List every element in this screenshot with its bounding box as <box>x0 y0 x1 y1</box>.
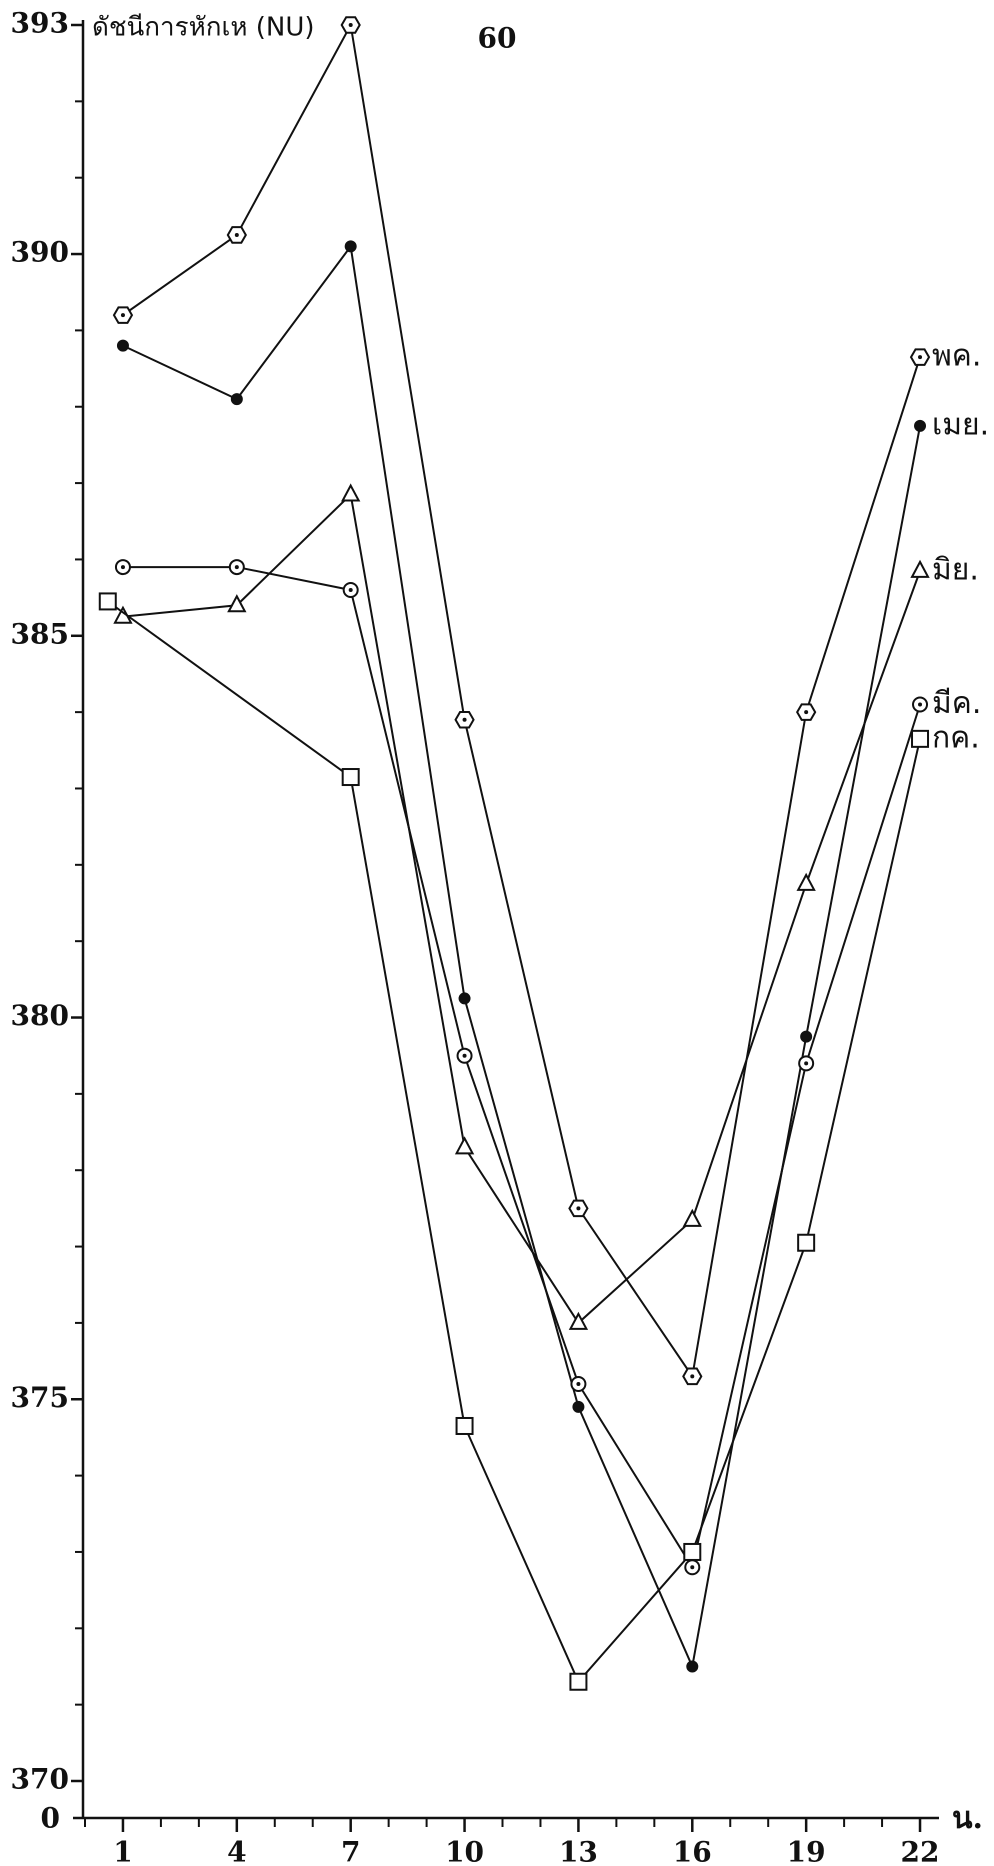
series-line <box>122 243 922 1670</box>
point <box>98 592 117 611</box>
series-label: พค. <box>932 339 981 374</box>
point-center <box>918 702 923 707</box>
y-tick-label: 393 <box>11 7 69 40</box>
point-center <box>120 565 125 570</box>
point <box>800 1030 813 1043</box>
y-tick-label: 370 <box>11 1763 69 1796</box>
x-tick-label: 22 <box>901 1836 940 1866</box>
point <box>344 240 357 253</box>
series-line <box>122 492 921 1325</box>
x-tick-label: 16 <box>673 1836 712 1866</box>
y-tick-label: 380 <box>11 999 69 1032</box>
point <box>454 1136 475 1155</box>
series-label: มิย. <box>932 552 979 587</box>
x-tick-label: 4 <box>227 1836 246 1866</box>
series-label: มีค. <box>932 686 981 721</box>
point-center <box>690 1565 695 1570</box>
series-label: กค. <box>932 720 980 755</box>
point <box>341 483 361 502</box>
point <box>230 393 243 406</box>
x-tick-label: 13 <box>559 1836 598 1866</box>
point-center <box>234 565 239 570</box>
point <box>796 872 816 891</box>
x-tick-label: 10 <box>445 1836 484 1866</box>
series-label: เมย. <box>932 407 989 442</box>
point <box>569 1672 588 1691</box>
chart-title: 60 <box>478 22 517 55</box>
point-center <box>348 587 353 592</box>
point-center <box>804 1061 809 1066</box>
point-center <box>348 23 353 27</box>
y-origin-label: 0 <box>41 1802 60 1835</box>
y-tick-label: 375 <box>11 1381 69 1414</box>
y-axis-label: ดัชนีการหักเห (NU) <box>92 13 315 43</box>
point <box>227 594 247 613</box>
point-center <box>804 710 809 715</box>
point <box>797 1233 816 1252</box>
point-center <box>576 1206 581 1211</box>
point <box>910 559 930 578</box>
x-tick-label: 19 <box>787 1836 826 1866</box>
x-tick-label: 1 <box>113 1836 132 1866</box>
point <box>682 1208 702 1227</box>
point-center <box>690 1374 695 1379</box>
point-center <box>234 232 239 237</box>
point <box>572 1400 585 1413</box>
y-tick-label: 385 <box>11 617 69 650</box>
x-axis-label: น. <box>952 1801 983 1836</box>
point-center <box>918 355 923 360</box>
point <box>911 729 930 748</box>
point <box>914 419 927 432</box>
point-center <box>462 1053 467 1058</box>
point-center <box>462 717 467 722</box>
point-center <box>576 1381 581 1386</box>
series-line <box>122 21 921 1379</box>
series-line <box>122 566 921 1570</box>
point <box>458 992 471 1005</box>
y-tick-label: 390 <box>11 236 69 269</box>
point <box>341 768 360 787</box>
point <box>686 1660 699 1673</box>
point <box>568 1311 589 1330</box>
point <box>455 1416 474 1435</box>
point-center <box>120 313 125 318</box>
point <box>116 339 129 352</box>
point <box>683 1542 702 1561</box>
x-tick-label: 7 <box>341 1836 360 1866</box>
